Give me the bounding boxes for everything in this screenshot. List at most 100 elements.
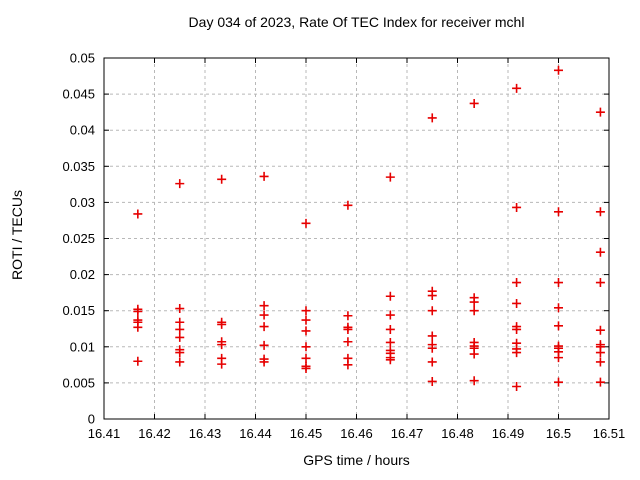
scatter-point: [469, 349, 479, 359]
scatter-point: [343, 324, 353, 334]
scatter-point: [427, 343, 437, 353]
scatter-point: [259, 357, 269, 367]
scatter-point: [595, 107, 605, 117]
scatter-point: [512, 278, 522, 288]
x-tick-label: 16.49: [492, 426, 525, 441]
scatter-point: [427, 113, 437, 123]
scatter-point: [175, 324, 185, 334]
scatter-point: [554, 321, 563, 331]
y-tick-label: 0.025: [62, 231, 95, 246]
scatter-point: [301, 353, 311, 363]
scatter-point: [343, 311, 353, 321]
scatter-point: [512, 202, 522, 212]
x-tick-label: 16.51: [593, 426, 626, 441]
scatter-point: [343, 337, 353, 347]
scatter-point: [595, 207, 605, 217]
scatter-point: [175, 179, 185, 189]
scatter-point: [512, 83, 522, 93]
scatter-point: [385, 310, 395, 320]
scatter-point: [133, 356, 143, 366]
scatter-point: [469, 306, 479, 316]
scatter-point: [427, 306, 437, 316]
scatter-point: [175, 357, 185, 367]
x-tick-label: 16.44: [239, 426, 272, 441]
scatter-point: [385, 291, 395, 301]
scatter-point: [259, 301, 269, 311]
scatter-point: [595, 377, 605, 387]
y-tick-label: 0.035: [62, 159, 95, 174]
scatter-point: [385, 172, 395, 182]
y-tick-label: 0.04: [70, 123, 95, 138]
x-axis-label: GPS time / hours: [303, 452, 410, 468]
scatter-point: [175, 332, 185, 342]
scatter-point: [301, 218, 311, 228]
scatter-point: [301, 342, 311, 352]
scatter-point: [554, 65, 563, 75]
scatter-point: [301, 363, 311, 373]
scatter-point: [259, 310, 269, 320]
scatter-point: [385, 324, 395, 334]
tick-labels: 16.41 16.42 16.43 16.44 16.45 16.46 16.47 16.48…: [62, 51, 625, 442]
scatter-point: [259, 322, 269, 332]
scatter-point: [469, 376, 479, 386]
scatter-point: [595, 348, 605, 358]
x-tick-label: 16.42: [138, 426, 171, 441]
x-tick-label: 16.45: [290, 426, 323, 441]
chart-title: Day 034 of 2023, Rate Of TEC Index for r…: [188, 14, 525, 30]
scatter-point: [469, 98, 479, 108]
scatter-point: [512, 348, 522, 358]
scatter-point: [175, 304, 185, 314]
scatter-point: [385, 355, 395, 365]
scatter-point: [427, 291, 437, 301]
scatter-point: [427, 376, 437, 386]
scatter-point: [554, 353, 563, 363]
scatter-points: [133, 65, 605, 392]
scatter-point: [512, 324, 522, 334]
scatter-point: [301, 306, 311, 316]
y-tick-label: 0.01: [70, 339, 95, 354]
scatter-point: [469, 297, 479, 307]
x-tick-label: 16.43: [189, 426, 222, 441]
scatter-point: [259, 340, 269, 350]
scatter-point: [259, 171, 269, 181]
scatter-point: [175, 348, 185, 358]
scatter-point: [133, 306, 143, 316]
scatter-point: [343, 200, 353, 210]
scatter-point: [217, 359, 227, 369]
scatter-point: [301, 315, 311, 325]
y-tick-label: 0.03: [70, 195, 95, 210]
scatter-point: [554, 207, 563, 217]
scatter-point: [217, 340, 227, 350]
x-tick-label: 16.41: [88, 426, 121, 441]
scatter-point: [595, 247, 605, 257]
scatter-point: [595, 357, 605, 367]
y-tick-label: 0.045: [62, 87, 95, 102]
x-tick-label: 16.5: [546, 426, 571, 441]
scatter-point: [595, 325, 605, 335]
scatter-point: [554, 303, 563, 313]
x-tick-label: 16.48: [441, 426, 474, 441]
scatter-point: [554, 377, 563, 387]
x-tick-label: 16.46: [340, 426, 373, 441]
scatter-point: [595, 278, 605, 288]
y-tick-label: 0.05: [70, 51, 95, 66]
scatter-point: [133, 209, 143, 219]
y-tick-label: 0.015: [62, 303, 95, 318]
y-tick-label: 0.02: [70, 267, 95, 282]
scatter-point: [385, 337, 395, 347]
scatter-point: [512, 382, 522, 392]
scatter-point: [217, 174, 227, 184]
y-tick-label: 0: [88, 412, 95, 427]
scatter-point: [217, 319, 227, 329]
scatter-point: [427, 357, 437, 367]
scatter-point: [343, 360, 353, 370]
scatter-point: [554, 278, 563, 288]
y-tick-label: 0.005: [62, 375, 95, 390]
scatter-point: [427, 331, 437, 341]
scatter-point: [512, 298, 522, 308]
grid: [104, 58, 609, 419]
scatter-point: [133, 322, 143, 332]
scatter-point: [301, 326, 311, 336]
